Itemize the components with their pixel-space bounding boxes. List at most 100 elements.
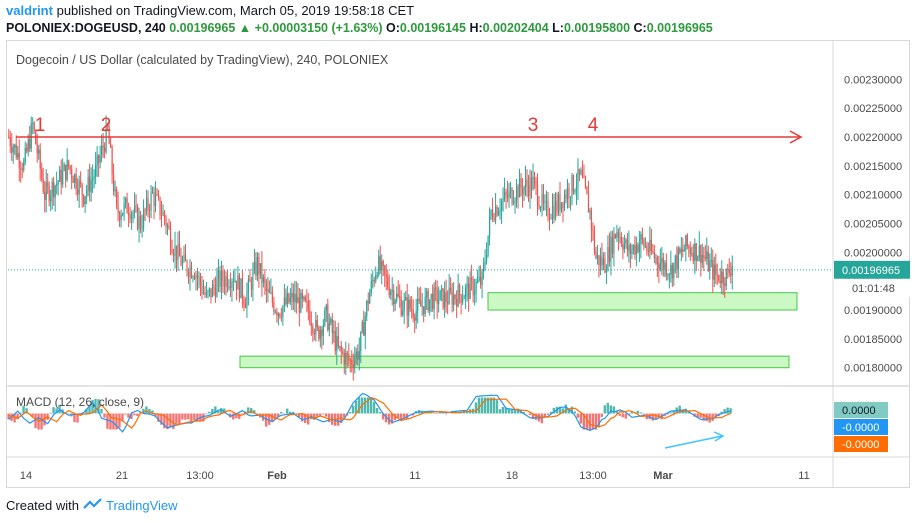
y-tick-label: 0.00225000 bbox=[844, 103, 902, 115]
macd-histogram-bar bbox=[678, 405, 681, 414]
candle-body bbox=[177, 243, 179, 261]
macd-histogram-bar bbox=[289, 411, 292, 414]
candle-body bbox=[548, 217, 551, 219]
candle-body bbox=[387, 277, 389, 287]
candle-body bbox=[301, 293, 303, 299]
candle-body bbox=[316, 319, 318, 328]
candle-body bbox=[688, 246, 690, 248]
macd-histogram-bar bbox=[318, 413, 322, 416]
candle-body bbox=[237, 275, 239, 290]
macd-histogram-bar bbox=[495, 400, 499, 414]
candle-body bbox=[11, 145, 13, 153]
macd-histogram-bar bbox=[193, 413, 196, 421]
macd-histogram-bar bbox=[178, 413, 181, 425]
candle-body bbox=[124, 198, 127, 203]
candle-body bbox=[249, 279, 251, 282]
candle-body bbox=[270, 292, 272, 294]
candle-body bbox=[709, 261, 711, 271]
candle-body bbox=[169, 228, 172, 249]
candle-body bbox=[515, 186, 518, 201]
candle-body bbox=[264, 277, 266, 284]
candle-body bbox=[478, 276, 480, 281]
candle-body bbox=[447, 301, 449, 304]
tradingview-link[interactable]: TradingView bbox=[105, 498, 178, 513]
macd-histogram-bar bbox=[190, 413, 193, 422]
candle-body bbox=[12, 147, 14, 153]
candle-body bbox=[494, 207, 497, 221]
candle-body bbox=[631, 249, 633, 255]
candle-body bbox=[65, 164, 67, 180]
candle-body bbox=[578, 168, 581, 175]
candle-body bbox=[117, 204, 119, 214]
candle-body bbox=[405, 297, 407, 300]
candle-body bbox=[577, 168, 579, 187]
candle-body bbox=[426, 291, 428, 297]
candle-body bbox=[509, 188, 512, 192]
candle-body bbox=[435, 287, 437, 290]
macd-histogram-bar bbox=[687, 411, 690, 414]
candle-body bbox=[712, 259, 714, 280]
candle-body bbox=[390, 291, 392, 295]
candle-body bbox=[217, 270, 220, 279]
macd-histogram-bar bbox=[669, 412, 672, 414]
candle-body bbox=[517, 186, 519, 198]
candle-body bbox=[139, 216, 142, 229]
candle-body bbox=[358, 351, 360, 360]
candle-body bbox=[114, 189, 116, 192]
candle-body bbox=[111, 147, 113, 175]
candle-body bbox=[472, 279, 474, 296]
candle-body bbox=[402, 310, 404, 316]
signal-line bbox=[8, 397, 731, 429]
candle-body bbox=[463, 297, 465, 300]
macd-histogram-bar bbox=[13, 413, 16, 423]
candle-body bbox=[307, 300, 309, 311]
candle-body bbox=[442, 288, 444, 308]
candle-body bbox=[340, 345, 342, 352]
candle-body bbox=[240, 278, 242, 299]
candle-body bbox=[444, 292, 446, 308]
candle-body bbox=[479, 276, 482, 285]
candle-body bbox=[171, 248, 173, 254]
open-value: 0.00196145 bbox=[399, 21, 466, 35]
candle-body bbox=[457, 285, 459, 307]
candle-body bbox=[562, 202, 564, 209]
candle-body bbox=[45, 182, 47, 200]
macd-histogram-bar bbox=[214, 406, 217, 414]
candle-body bbox=[86, 190, 88, 197]
candle-body bbox=[202, 292, 205, 294]
candle-body bbox=[355, 351, 357, 359]
candle-body bbox=[730, 273, 732, 276]
candle-body bbox=[132, 212, 134, 215]
candle-body bbox=[165, 218, 167, 227]
candle-body bbox=[133, 205, 136, 213]
candle-body bbox=[105, 124, 107, 152]
candle-body bbox=[584, 178, 587, 187]
candle-body bbox=[532, 176, 534, 190]
candle-body bbox=[704, 257, 706, 260]
candle-body bbox=[508, 191, 510, 198]
candle-body bbox=[74, 174, 76, 183]
candle-body bbox=[382, 261, 384, 266]
candle-body bbox=[370, 280, 372, 293]
symbol-name: POLONIEX:DOGEUSD, 240 bbox=[6, 21, 166, 35]
candle-body bbox=[68, 160, 70, 166]
support-zone bbox=[239, 355, 790, 369]
candle-body bbox=[232, 281, 235, 283]
candle-body bbox=[274, 311, 276, 313]
candle-body bbox=[196, 275, 199, 278]
candle-body bbox=[474, 291, 476, 296]
candle-body bbox=[493, 217, 495, 221]
author-link[interactable]: valdrint bbox=[6, 3, 53, 18]
open-label: O: bbox=[386, 21, 400, 35]
candle-body bbox=[195, 275, 197, 279]
macd-histogram-bar bbox=[91, 399, 94, 414]
candle-body bbox=[150, 192, 152, 211]
candle-body bbox=[659, 262, 661, 270]
candle-body bbox=[557, 194, 560, 212]
macd-histogram-bar bbox=[184, 413, 187, 420]
macd-histogram-bar bbox=[564, 404, 568, 414]
candle-body bbox=[66, 160, 68, 180]
macd-histogram-bar bbox=[465, 412, 469, 414]
macd-histogram-bar bbox=[513, 408, 517, 414]
